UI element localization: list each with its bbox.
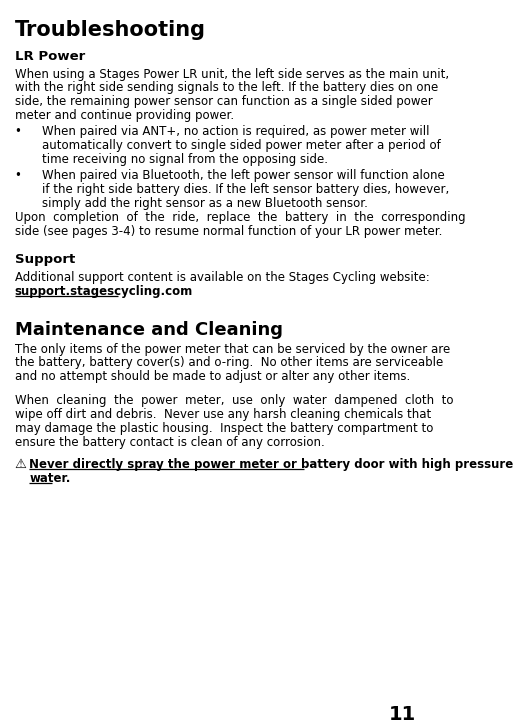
- Text: with the right side sending signals to the left. If the battery dies on one: with the right side sending signals to t…: [14, 82, 438, 95]
- Text: meter and continue providing power.: meter and continue providing power.: [14, 109, 234, 122]
- Text: ⚠: ⚠: [14, 458, 27, 471]
- Text: water.: water.: [29, 472, 71, 485]
- Text: 11: 11: [389, 705, 416, 724]
- Text: if the right side battery dies. If the left sensor battery dies, however,: if the right side battery dies. If the l…: [42, 183, 449, 196]
- Text: simply add the right sensor as a new Bluetooth sensor.: simply add the right sensor as a new Blu…: [42, 197, 368, 210]
- Text: Upon  completion  of  the  ride,  replace  the  battery  in  the  corresponding: Upon completion of the ride, replace the…: [14, 212, 465, 224]
- Text: the battery, battery cover(s) and o-ring.  No other items are serviceable: the battery, battery cover(s) and o-ring…: [14, 357, 443, 370]
- Text: Additional support content is available on the Stages Cycling website:: Additional support content is available …: [14, 271, 430, 284]
- Text: When using a Stages Power LR unit, the left side serves as the main unit,: When using a Stages Power LR unit, the l…: [14, 68, 449, 81]
- Text: and no attempt should be made to adjust or alter any other items.: and no attempt should be made to adjust …: [14, 371, 410, 384]
- Text: Maintenance and Cleaning: Maintenance and Cleaning: [14, 321, 282, 339]
- Text: side (see pages 3-4) to resume normal function of your LR power meter.: side (see pages 3-4) to resume normal fu…: [14, 226, 442, 238]
- Text: automatically convert to single sided power meter after a period of: automatically convert to single sided po…: [42, 139, 441, 152]
- Text: support.stagescycling.com: support.stagescycling.com: [14, 285, 193, 298]
- Text: wipe off dirt and debris.  Never use any harsh cleaning chemicals that: wipe off dirt and debris. Never use any …: [14, 408, 431, 421]
- Text: The only items of the power meter that can be serviced by the owner are: The only items of the power meter that c…: [14, 343, 450, 355]
- Text: LR Power: LR Power: [14, 50, 85, 63]
- Text: side, the remaining power sensor can function as a single sided power: side, the remaining power sensor can fun…: [14, 95, 432, 108]
- Text: When paired via Bluetooth, the left power sensor will function alone: When paired via Bluetooth, the left powe…: [42, 169, 445, 182]
- Text: •: •: [14, 125, 21, 138]
- Text: Never directly spray the power meter or battery door with high pressure: Never directly spray the power meter or …: [29, 458, 513, 471]
- Text: When  cleaning  the  power  meter,  use  only  water  dampened  cloth  to: When cleaning the power meter, use only …: [14, 394, 453, 407]
- Text: time receiving no signal from the opposing side.: time receiving no signal from the opposi…: [42, 153, 328, 166]
- Text: •: •: [14, 169, 21, 182]
- Text: Troubleshooting: Troubleshooting: [14, 20, 205, 40]
- Text: may damage the plastic housing.  Inspect the battery compartment to: may damage the plastic housing. Inspect …: [14, 422, 433, 435]
- Text: Support: Support: [14, 253, 75, 266]
- Text: ensure the battery contact is clean of any corrosion.: ensure the battery contact is clean of a…: [14, 436, 324, 449]
- Text: When paired via ANT+, no action is required, as power meter will: When paired via ANT+, no action is requi…: [42, 125, 430, 138]
